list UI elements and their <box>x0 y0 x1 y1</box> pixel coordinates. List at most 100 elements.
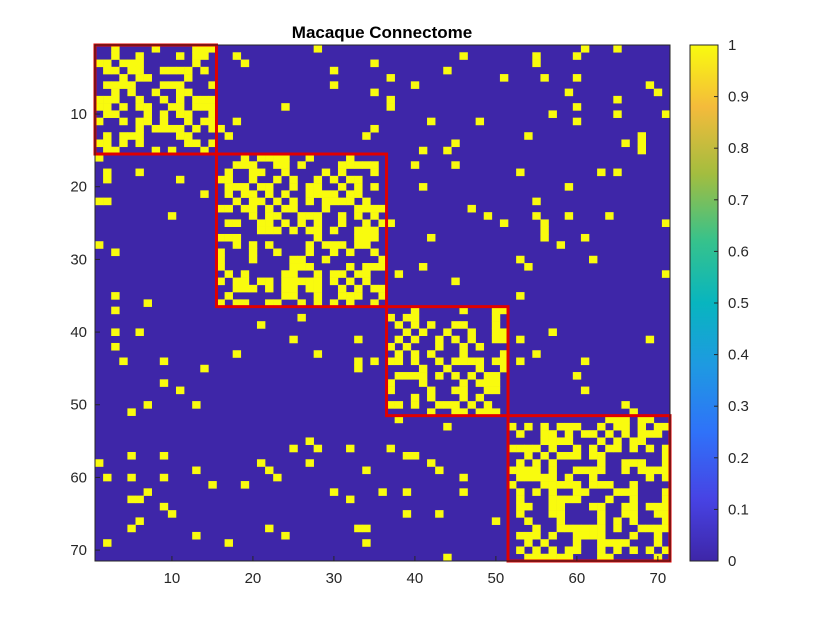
y-tick-label: 60 <box>70 469 87 486</box>
heatmap-cell <box>321 197 331 206</box>
heatmap-cells <box>95 45 671 562</box>
heatmap-cell <box>410 372 420 380</box>
heatmap-cell <box>159 81 169 89</box>
heatmap-cell <box>410 401 420 409</box>
heatmap-cell <box>637 430 647 438</box>
heatmap-cell <box>597 502 606 511</box>
heatmap-cell <box>443 553 452 562</box>
heatmap-cell <box>200 52 209 60</box>
colorbar-tick-label: 0.4 <box>728 347 749 364</box>
heatmap-cell <box>346 292 355 300</box>
heatmap-cell <box>127 473 136 482</box>
heatmap-cell <box>459 386 468 395</box>
heatmap-cell <box>621 466 630 475</box>
heatmap-cell <box>508 481 517 489</box>
heatmap-cell <box>248 255 258 264</box>
heatmap-cell <box>661 219 671 227</box>
heatmap-cell <box>532 531 541 540</box>
heatmap-cell <box>597 466 606 475</box>
heatmap-cell <box>516 510 525 518</box>
heatmap-cell <box>208 95 217 104</box>
heatmap-cell <box>143 103 152 111</box>
heatmap-cell <box>232 117 242 126</box>
heatmap-cell <box>418 372 428 380</box>
heatmap-cell <box>613 45 622 53</box>
heatmap-cell <box>402 372 412 380</box>
heatmap-cell <box>200 45 209 53</box>
heatmap-cell <box>516 502 525 511</box>
heatmap-cell <box>119 103 128 111</box>
heatmap-cell <box>451 139 460 148</box>
heatmap-cell <box>645 466 655 475</box>
heatmap-cell <box>346 495 355 504</box>
heatmap-cell <box>175 386 185 395</box>
heatmap-cell <box>313 45 323 53</box>
heatmap-cell <box>281 190 290 198</box>
heatmap-cell <box>653 502 663 511</box>
heatmap-cell <box>224 183 233 191</box>
heatmap-cell <box>167 510 177 518</box>
heatmap-cell <box>224 204 233 213</box>
heatmap-cell <box>580 524 590 533</box>
heatmap-cell <box>572 488 582 496</box>
heatmap-cell <box>451 401 460 409</box>
module-box-2 <box>214 152 389 309</box>
heatmap-cell <box>175 81 185 89</box>
heatmap-cell <box>597 481 606 489</box>
heatmap-cell <box>281 219 290 227</box>
heatmap-cell <box>370 299 379 307</box>
heatmap-cell <box>192 103 201 111</box>
heatmap-cell <box>232 241 242 249</box>
heatmap-cell <box>216 124 225 133</box>
heatmap-cell <box>175 95 185 104</box>
heatmap-cell <box>516 430 525 438</box>
heatmap-cell <box>653 539 663 547</box>
heatmap-cell <box>459 379 468 387</box>
heatmap-cell <box>305 190 314 198</box>
heatmap-cell <box>475 117 485 126</box>
heatmap-cell <box>354 190 363 198</box>
heatmap-cell <box>143 299 152 307</box>
heatmap-cell <box>362 219 371 227</box>
heatmap-cell <box>467 357 476 366</box>
heatmap-cell <box>516 473 525 482</box>
heatmap-cell <box>597 553 606 562</box>
heatmap-cell <box>248 190 258 198</box>
heatmap-cell <box>127 495 136 504</box>
heatmap-cell <box>135 95 144 104</box>
heatmap-cell <box>119 357 128 366</box>
heatmap-cell <box>564 212 574 220</box>
heatmap-cell <box>491 372 501 380</box>
heatmap-cell <box>427 117 436 126</box>
heatmap-cell <box>418 146 428 155</box>
heatmap-cell <box>556 481 566 489</box>
heatmap-cell <box>540 539 549 547</box>
heatmap-cell <box>313 277 323 286</box>
heatmap-cell <box>589 524 598 533</box>
heatmap-cell <box>265 524 274 533</box>
heatmap-cell <box>556 495 566 504</box>
heatmap-cell <box>111 66 120 75</box>
heatmap-cell <box>329 488 339 496</box>
heatmap-cell <box>621 502 630 511</box>
heatmap-cell <box>289 204 298 213</box>
heatmap-cell <box>548 546 557 555</box>
heatmap-cell <box>354 335 363 344</box>
heatmap-cell <box>548 328 557 337</box>
heatmap-cell <box>524 466 533 475</box>
heatmap-cell <box>95 241 104 249</box>
heatmap-cell <box>532 553 541 562</box>
heatmap-cell <box>305 459 314 467</box>
heatmap-cell <box>175 52 185 60</box>
y-tick-label: 50 <box>70 397 87 414</box>
heatmap-cell <box>127 524 136 533</box>
heatmap-cell <box>216 204 225 213</box>
heatmap-cell <box>200 103 209 111</box>
heatmap-cell <box>378 292 387 300</box>
heatmap-cell <box>135 59 144 68</box>
x-tick-label: 60 <box>569 570 586 587</box>
heatmap-cell <box>540 437 549 446</box>
heatmap-cell <box>548 444 557 453</box>
colorbar-tick-label: 0.9 <box>728 89 749 106</box>
